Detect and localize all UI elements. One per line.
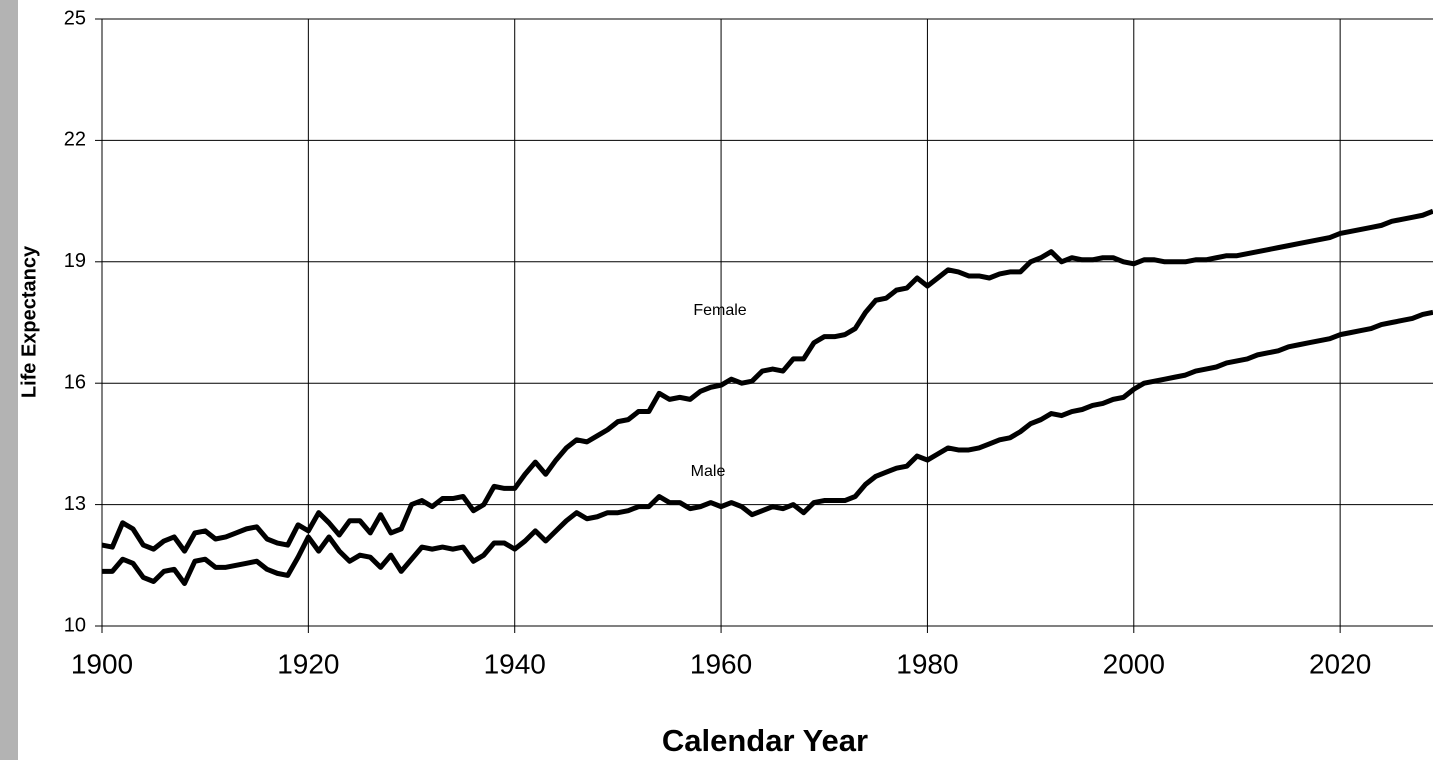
y-tick-label: 19	[64, 250, 86, 272]
y-tick-label: 13	[64, 493, 86, 515]
y-tick-label: 10	[64, 614, 86, 636]
x-tick-label: 1920	[277, 648, 339, 679]
y-tick-label: 22	[64, 129, 86, 151]
x-tick-label: 2020	[1309, 648, 1371, 679]
y-axis-label: Life Expectancy	[18, 245, 40, 398]
annotation: Male	[691, 463, 726, 480]
line-series	[101, 208, 1433, 554]
x-tick-label: 1940	[484, 648, 546, 679]
y-tick-label: 16	[64, 371, 86, 393]
line-series	[102, 309, 1433, 587]
x-axis-label: Calendar Year	[662, 723, 868, 758]
x-tick-label: 2000	[1103, 648, 1165, 679]
x-tick-label: 1980	[896, 648, 958, 679]
x-tick-label: 1900	[71, 648, 133, 679]
x-tick-label: 1960	[690, 648, 752, 679]
annotation: Female	[693, 302, 746, 319]
y-tick-label: 25	[64, 7, 86, 29]
side-strip	[0, 0, 18, 760]
